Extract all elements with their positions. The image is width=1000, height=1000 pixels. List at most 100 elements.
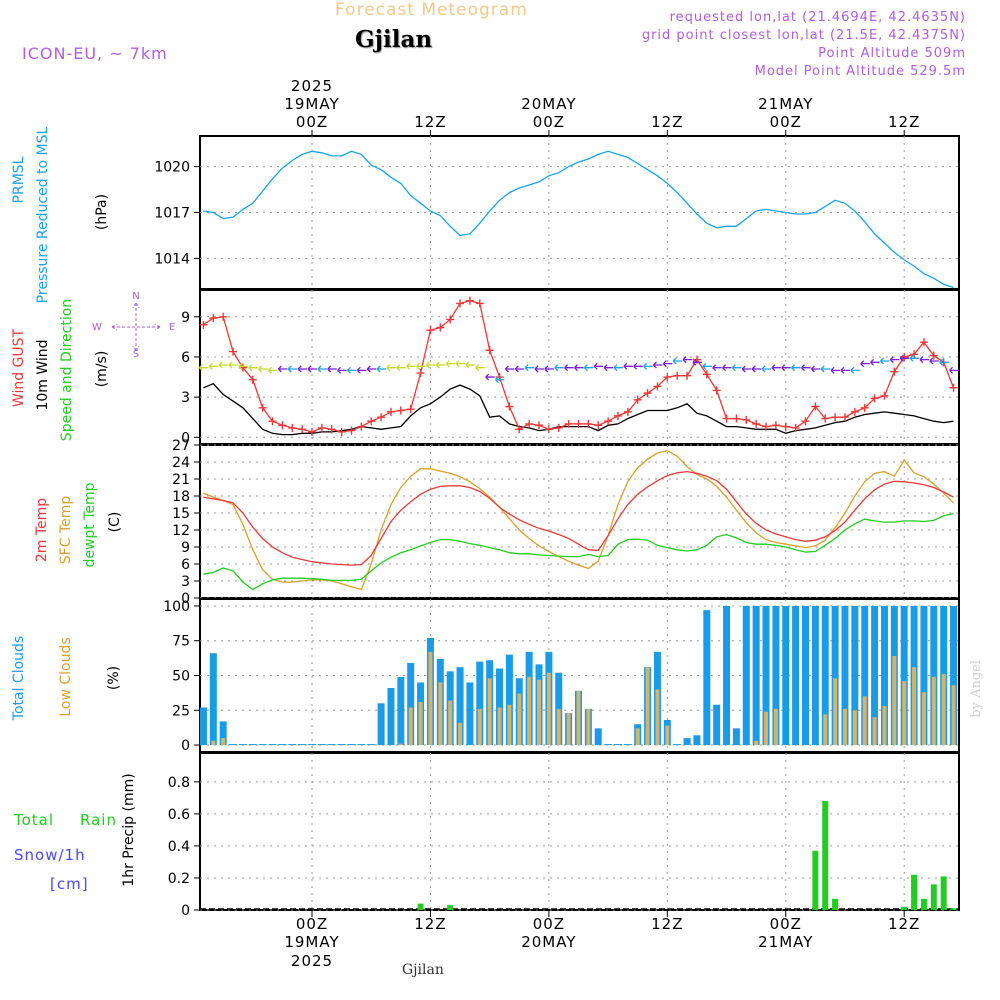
total-cloud-bar bbox=[732, 728, 740, 746]
y-tick-label: 1017 bbox=[154, 206, 190, 222]
y-tick-label: 6 bbox=[181, 557, 190, 573]
y-tick-label: 1020 bbox=[154, 160, 190, 176]
gust-marker bbox=[574, 419, 583, 428]
total-cloud-bar bbox=[219, 721, 227, 746]
gust-marker bbox=[633, 395, 642, 404]
gust-marker bbox=[613, 411, 622, 420]
wind-direction-arrow bbox=[544, 365, 554, 373]
y-tick-label: 50 bbox=[172, 669, 190, 685]
total-cloud-bar bbox=[298, 744, 307, 746]
gust-marker bbox=[752, 419, 761, 428]
wind-direction-label: Speed and Direction bbox=[59, 299, 75, 441]
total-cloud-bar bbox=[248, 744, 257, 746]
total-cloud-bar bbox=[594, 728, 602, 746]
gust-marker bbox=[535, 421, 544, 430]
wind-direction-arrow bbox=[396, 364, 406, 372]
total-cloud-bar bbox=[920, 605, 928, 746]
wind-direction-arrow bbox=[445, 360, 456, 368]
wind-direction-arrow bbox=[662, 360, 673, 368]
wind-direction-arrow bbox=[623, 362, 633, 370]
gust-marker bbox=[505, 402, 514, 411]
total-cloud-bar bbox=[496, 668, 504, 746]
x-tick-label-bottom: 00Z bbox=[533, 915, 565, 933]
rain-bar bbox=[940, 876, 947, 910]
gust-marker bbox=[357, 422, 366, 431]
gust-marker bbox=[386, 407, 395, 416]
wind-direction-arrow bbox=[425, 361, 436, 369]
rain-bar bbox=[901, 906, 908, 910]
wind-direction-arrow bbox=[327, 365, 337, 373]
total-cloud-bar bbox=[278, 744, 287, 746]
total-cloud-bar bbox=[613, 744, 622, 746]
total-cloud-bar bbox=[238, 744, 247, 746]
wind-direction-arrow bbox=[268, 366, 278, 374]
wind-direction-arrow bbox=[307, 365, 317, 373]
chart-title: Forecast Meteogram bbox=[335, 0, 528, 20]
dewpoint-line bbox=[203, 512, 954, 591]
wind-direction-arrow bbox=[810, 365, 821, 373]
low-cloud-bar bbox=[833, 678, 838, 746]
rain-bar bbox=[911, 874, 918, 910]
wind-direction-arrow bbox=[781, 364, 791, 372]
wind-direction-arrow bbox=[643, 362, 653, 370]
gust-marker bbox=[406, 405, 415, 414]
wind-direction-arrow bbox=[722, 364, 732, 372]
x-date-label-top: 20MAY bbox=[521, 95, 576, 113]
wind-direction-arrow bbox=[949, 366, 959, 374]
low-cloud-bar bbox=[842, 708, 847, 746]
y-tick-label: 0 bbox=[181, 738, 190, 754]
wind-direction-arrow bbox=[435, 361, 446, 369]
wind-direction-arrow bbox=[593, 362, 604, 370]
y-tick-label: 21 bbox=[172, 472, 190, 488]
total-cloud-bar bbox=[880, 605, 888, 746]
compass-n: N bbox=[132, 291, 139, 302]
compass-e: E bbox=[169, 322, 175, 333]
gust-marker bbox=[910, 350, 919, 359]
total-cloud-bar bbox=[337, 744, 346, 746]
low-cloud-bar bbox=[497, 707, 502, 746]
rain-bar bbox=[447, 905, 454, 910]
gust-marker bbox=[949, 383, 958, 392]
gust-marker bbox=[781, 422, 790, 431]
wind-direction-arrow bbox=[761, 365, 772, 373]
y-tick-label: 0.8 bbox=[168, 775, 190, 791]
wind-direction-arrow bbox=[406, 362, 416, 370]
low-cloud-bar bbox=[527, 676, 532, 746]
total-cloud-bar bbox=[476, 661, 484, 746]
total-cloud-bar bbox=[930, 605, 938, 746]
x-date-label-bottom: 19MAY bbox=[284, 933, 339, 951]
wind-direction-arrow bbox=[524, 364, 535, 372]
grid-point-coordinates: grid point closest lon,lat (21.5E, 42.43… bbox=[641, 28, 966, 43]
wind-direction-arrow bbox=[603, 364, 614, 372]
wind-label: 10m Wind bbox=[35, 339, 51, 410]
low-cloud-bar bbox=[912, 667, 917, 746]
wind-direction-arrow bbox=[475, 364, 485, 372]
gust-marker bbox=[465, 296, 474, 305]
gust-marker bbox=[742, 415, 751, 424]
low-cloud-bar bbox=[754, 740, 759, 746]
snow-unit: [cm] bbox=[50, 875, 89, 893]
gust-marker bbox=[850, 407, 859, 416]
gust-marker bbox=[515, 425, 524, 434]
low-cloud-bar bbox=[823, 714, 828, 746]
total-cloud-bar bbox=[782, 605, 790, 746]
rain-label: Rain bbox=[80, 811, 117, 829]
gust-marker bbox=[564, 419, 573, 428]
gust-marker bbox=[554, 423, 563, 432]
y-tick-label: 75 bbox=[172, 634, 190, 650]
wind-direction-arrow bbox=[228, 361, 239, 369]
wind-direction-arrow bbox=[919, 356, 929, 364]
wind-direction-arrow bbox=[574, 364, 584, 372]
gust-marker bbox=[347, 426, 356, 435]
low-cloud-bar bbox=[576, 690, 581, 746]
total-cloud-bar bbox=[772, 605, 780, 746]
gust-marker bbox=[791, 423, 800, 432]
low-cloud-bar bbox=[537, 679, 542, 746]
low-cloud-bar bbox=[655, 689, 660, 746]
compass-w: W bbox=[92, 322, 102, 333]
gust-marker bbox=[544, 425, 553, 434]
gust-marker bbox=[594, 421, 603, 430]
panel-precip: 0 0.2 0.4 0.6 0.8 bbox=[168, 752, 960, 919]
x-tick-label-bottom: 12Z bbox=[651, 915, 683, 933]
total-cloud-bar bbox=[752, 605, 760, 746]
